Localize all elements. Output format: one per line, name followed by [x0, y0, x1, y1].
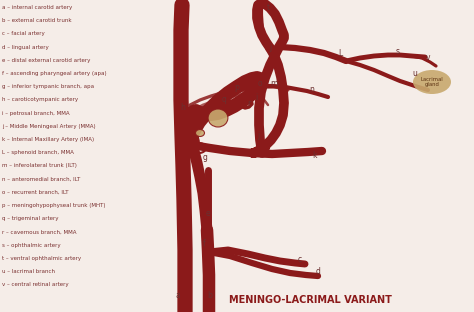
Text: q – trigeminal artery: q – trigeminal artery — [2, 216, 58, 221]
Text: e: e — [206, 208, 210, 217]
Ellipse shape — [195, 129, 204, 137]
Text: Lacrimal
gland: Lacrimal gland — [420, 77, 443, 87]
Text: p – meningohypophyseal trunk (MHT): p – meningohypophyseal trunk (MHT) — [2, 203, 106, 208]
Text: e – distal external carotid artery: e – distal external carotid artery — [2, 58, 91, 63]
Text: m: m — [270, 80, 278, 89]
Text: MENINGO-LACRIMAL VARIANT: MENINGO-LACRIMAL VARIANT — [228, 295, 392, 305]
Text: t: t — [266, 3, 270, 12]
Text: j: j — [257, 130, 259, 139]
Text: h: h — [181, 104, 185, 113]
Text: m – inferolateral trunk (ILT): m – inferolateral trunk (ILT) — [2, 163, 77, 168]
Text: L – sphenoid branch, MMA: L – sphenoid branch, MMA — [2, 150, 74, 155]
Text: r – cavernous branch, MMA: r – cavernous branch, MMA — [2, 229, 76, 234]
Text: d – lingual artery: d – lingual artery — [2, 45, 49, 50]
Text: a: a — [176, 290, 181, 300]
Ellipse shape — [413, 70, 451, 94]
Text: b – external carotid trunk: b – external carotid trunk — [2, 18, 72, 23]
Text: f: f — [202, 238, 205, 247]
Text: r: r — [247, 100, 251, 109]
Text: o – recurrent branch, ILT: o – recurrent branch, ILT — [2, 190, 69, 195]
Text: h – caroticotympanic artery: h – caroticotympanic artery — [2, 97, 78, 102]
Text: c – facial artery: c – facial artery — [2, 32, 45, 37]
Text: j – Middle Meningeal Artery (MMA): j – Middle Meningeal Artery (MMA) — [2, 124, 96, 129]
Text: j: j — [269, 43, 271, 52]
Text: v – central retinal artery: v – central retinal artery — [2, 282, 69, 287]
Text: b: b — [208, 290, 212, 300]
Text: t – ventral ophthalmic artery: t – ventral ophthalmic artery — [2, 256, 81, 261]
Text: g – inferior tympanic branch, apa: g – inferior tympanic branch, apa — [2, 84, 94, 89]
Text: i – petrosal branch, MMA: i – petrosal branch, MMA — [2, 110, 70, 116]
Text: s: s — [396, 46, 400, 56]
Text: i: i — [255, 92, 257, 101]
Text: g: g — [202, 154, 208, 163]
Text: c: c — [298, 255, 302, 264]
Text: u: u — [412, 69, 418, 77]
Text: d: d — [316, 267, 320, 276]
Text: k: k — [313, 152, 317, 160]
Text: q: q — [221, 95, 227, 105]
Text: p: p — [235, 84, 239, 92]
Text: f – ascending pharyngeal artery (apa): f – ascending pharyngeal artery (apa) — [2, 71, 107, 76]
Text: n – anteromedial branch, ILT: n – anteromedial branch, ILT — [2, 177, 80, 182]
Text: u – lacrimal branch: u – lacrimal branch — [2, 269, 55, 274]
Text: v: v — [426, 53, 430, 62]
Text: L: L — [338, 50, 342, 59]
Text: s – ophthalmic artery: s – ophthalmic artery — [2, 243, 61, 248]
Text: a – internal carotid artery: a – internal carotid artery — [2, 5, 72, 10]
Ellipse shape — [208, 109, 228, 127]
Text: k – Internal Maxillary Artery (IMA): k – Internal Maxillary Artery (IMA) — [2, 137, 94, 142]
Text: o: o — [258, 80, 262, 89]
Text: n: n — [310, 85, 314, 95]
